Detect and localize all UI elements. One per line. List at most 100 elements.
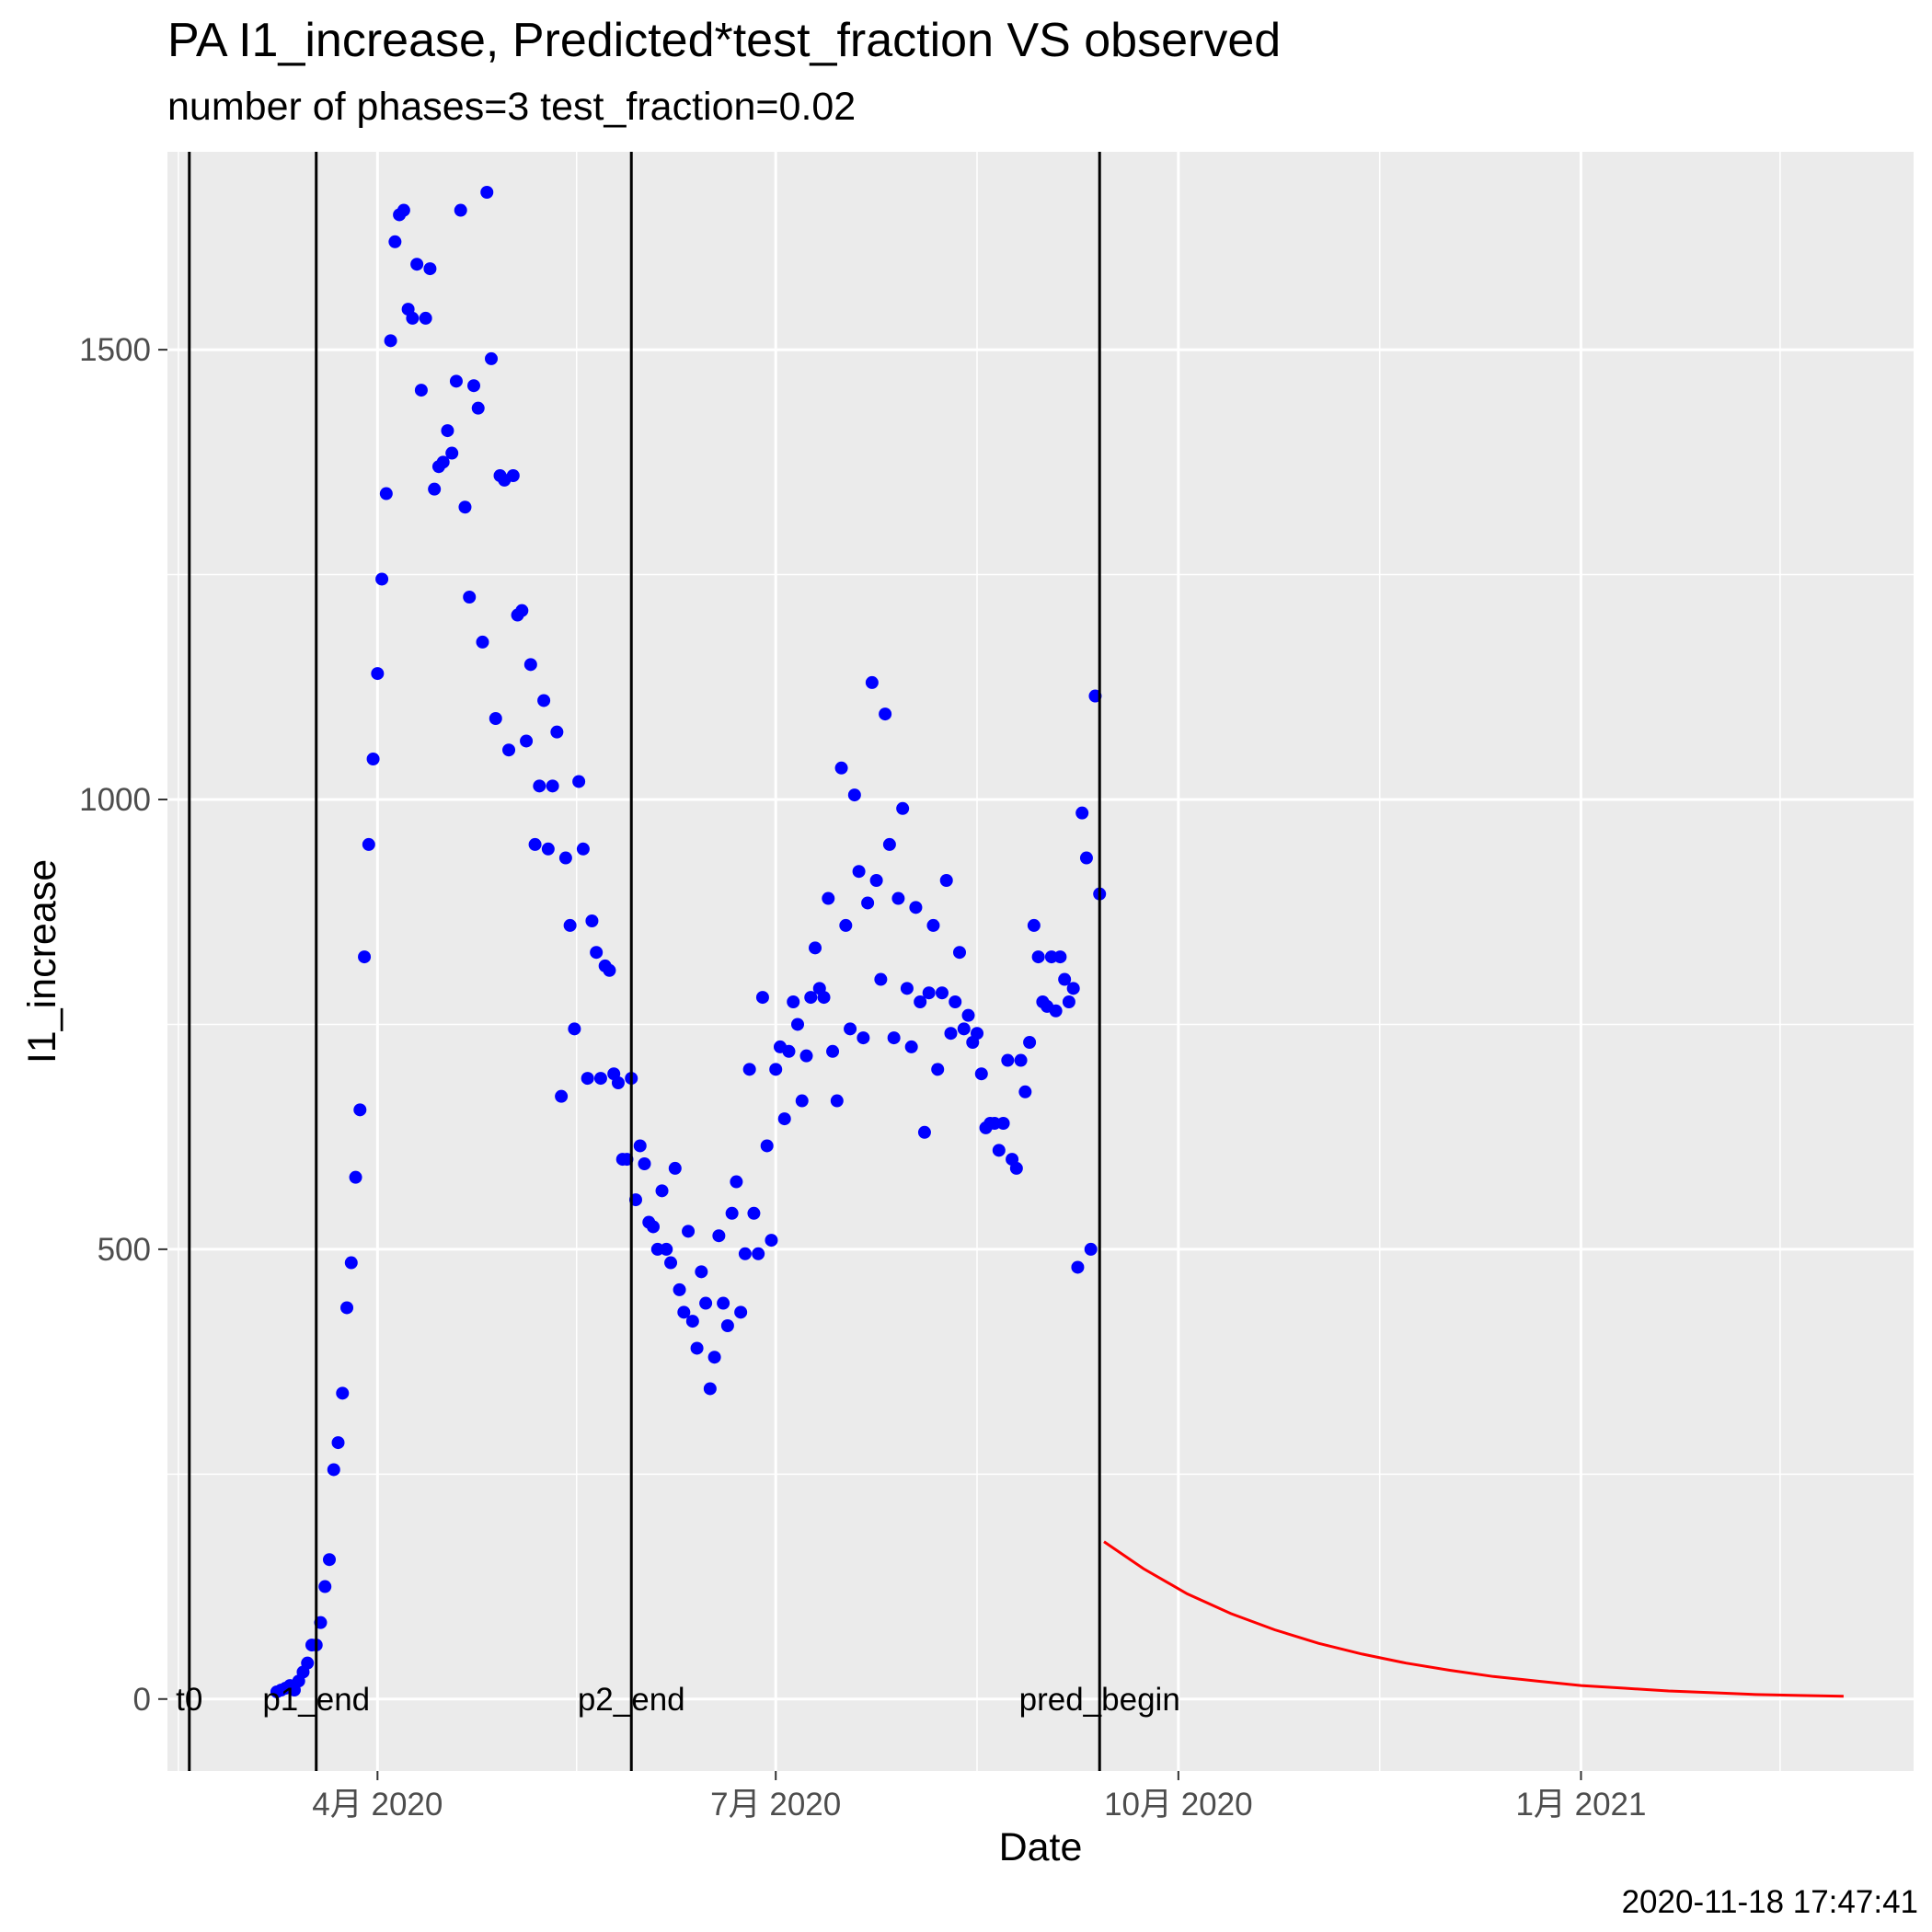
data-point: [896, 801, 910, 815]
data-point: [476, 635, 489, 649]
data-point: [358, 950, 372, 964]
data-point: [423, 262, 437, 276]
data-point: [961, 1008, 975, 1022]
data-point: [466, 379, 480, 393]
data-point: [834, 761, 848, 775]
data-point: [344, 1256, 358, 1270]
data-point: [371, 667, 385, 681]
data-point: [406, 311, 420, 325]
data-point: [1027, 918, 1041, 932]
data-point: [720, 1319, 734, 1332]
data-point: [944, 1027, 958, 1041]
data-point: [1079, 851, 1093, 865]
chart-subtitle: number of phases=3 test_fraction=0.02: [167, 85, 857, 129]
data-point: [1062, 995, 1075, 1008]
data-point: [926, 918, 940, 932]
data-point: [847, 788, 861, 802]
x-axis-title: Date: [999, 1825, 1083, 1869]
data-point: [397, 203, 410, 217]
data-point: [576, 842, 590, 856]
data-point: [572, 775, 586, 788]
data-point: [765, 1234, 778, 1248]
data-point: [349, 1170, 362, 1184]
data-point: [655, 1184, 669, 1198]
x-tick-label: 10月 2020: [1104, 1787, 1253, 1823]
y-tick-label: 0: [133, 1682, 151, 1718]
x-tick-label: 1月 2021: [1515, 1787, 1646, 1823]
phase-line-label: p2_end: [578, 1682, 685, 1718]
data-point: [844, 1022, 857, 1036]
data-point: [887, 1031, 901, 1045]
data-point: [822, 891, 835, 905]
data-point: [568, 1022, 581, 1036]
data-point: [734, 1305, 748, 1319]
y-tick-label: 500: [98, 1232, 151, 1268]
data-point: [428, 482, 442, 496]
data-point: [379, 487, 393, 500]
data-point: [485, 351, 499, 365]
y-axis-title: I1_increase: [20, 859, 64, 1064]
data-point: [528, 837, 542, 851]
data-point: [742, 1063, 756, 1076]
data-point: [738, 1247, 752, 1260]
data-point: [480, 186, 494, 199]
data-point: [555, 1089, 569, 1103]
data-point: [939, 874, 953, 887]
data-point: [952, 946, 966, 960]
data-point: [804, 991, 818, 1005]
data-point: [366, 753, 380, 765]
phase-line-label: p1_end: [262, 1682, 370, 1718]
data-point: [747, 1206, 761, 1220]
data-point: [752, 1247, 765, 1260]
data-point: [1058, 972, 1072, 986]
data-point: [436, 455, 450, 469]
data-point: [1084, 1242, 1098, 1256]
data-point: [301, 1656, 315, 1670]
data-point: [817, 991, 831, 1005]
y-tick-label: 1500: [79, 332, 151, 368]
data-point: [585, 914, 599, 927]
data-point: [388, 235, 402, 248]
data-point: [787, 995, 800, 1008]
data-point: [633, 1139, 647, 1153]
data-point: [336, 1386, 350, 1400]
data-point: [1053, 950, 1067, 964]
data-point: [917, 1125, 931, 1139]
data-point: [690, 1341, 704, 1355]
data-point: [703, 1382, 717, 1396]
data-point: [1075, 806, 1089, 820]
data-point: [717, 1296, 730, 1310]
data-point: [861, 896, 875, 910]
data-point: [463, 591, 477, 604]
chart-title: PA I1_increase, Predicted*test_fraction …: [167, 14, 1282, 67]
data-point: [882, 837, 896, 851]
data-point: [558, 851, 572, 865]
data-point: [323, 1553, 337, 1567]
data-point: [695, 1265, 708, 1279]
data-point: [515, 604, 529, 617]
chart-marks: [270, 186, 1844, 1698]
data-point: [414, 384, 428, 397]
data-point: [795, 1094, 809, 1108]
data-point: [581, 1072, 594, 1086]
data-point: [974, 1067, 988, 1081]
data-point: [935, 986, 949, 1000]
data-point: [441, 424, 454, 438]
data-point: [668, 1161, 682, 1175]
data-point: [523, 658, 537, 672]
data-point: [677, 1305, 691, 1319]
data-point: [857, 1031, 870, 1045]
data-point: [489, 712, 502, 725]
data-point: [682, 1225, 696, 1238]
data-point: [410, 258, 424, 271]
data-point: [949, 995, 962, 1008]
y-axis: 0 500 1000 1500: [79, 332, 167, 1718]
data-point: [353, 1103, 367, 1117]
data-point: [790, 1018, 804, 1031]
data-point: [869, 874, 883, 887]
data-point: [445, 446, 459, 460]
x-tick-label: 7月 2020: [710, 1787, 841, 1823]
data-point: [419, 311, 432, 325]
data-point: [502, 743, 516, 757]
